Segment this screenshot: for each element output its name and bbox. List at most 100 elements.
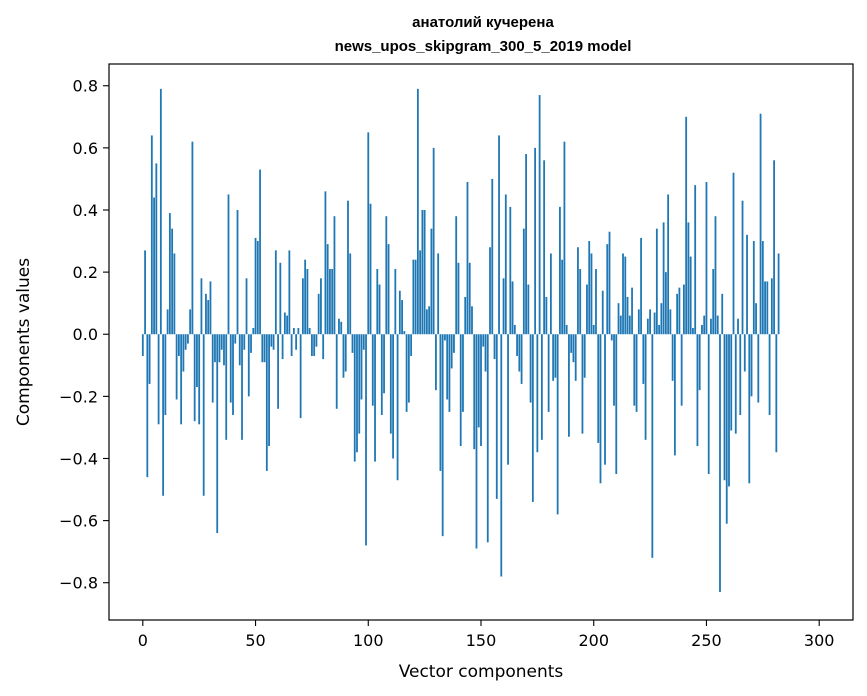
bar <box>401 300 403 335</box>
bar <box>581 334 584 434</box>
bar <box>360 334 363 400</box>
bar <box>200 278 203 335</box>
bar <box>556 334 559 515</box>
bar <box>561 259 564 335</box>
bar <box>286 315 289 335</box>
bar <box>678 287 681 335</box>
bar <box>536 334 539 453</box>
bar <box>480 334 482 447</box>
bar <box>545 296 548 335</box>
bar <box>484 334 487 372</box>
bar <box>504 194 507 335</box>
chart-subtitle: news_upos_skipgram_300_5_2019 model <box>335 38 632 55</box>
bar <box>238 334 241 366</box>
bar <box>734 334 737 434</box>
bar <box>322 334 325 360</box>
bar <box>155 163 158 335</box>
x-tick-label: 200 <box>578 631 609 650</box>
bar <box>746 234 748 335</box>
bar <box>159 88 162 335</box>
bar <box>389 334 392 434</box>
bar <box>313 334 316 356</box>
bar <box>540 334 543 440</box>
bar <box>385 216 388 335</box>
bar <box>342 334 345 378</box>
bar <box>164 334 167 415</box>
bar <box>356 334 358 453</box>
bar <box>489 247 491 335</box>
bar <box>466 182 469 335</box>
bar <box>696 334 699 447</box>
bar <box>297 328 300 335</box>
bar <box>757 334 760 403</box>
bar <box>216 334 219 534</box>
bar <box>597 334 600 443</box>
bar <box>207 300 210 335</box>
bar <box>511 281 514 335</box>
y-tick-label: 0.8 <box>73 77 98 96</box>
bar <box>473 334 476 450</box>
bar <box>455 216 458 335</box>
bar <box>232 334 234 415</box>
bar <box>380 334 383 415</box>
bar <box>261 334 264 363</box>
bar <box>308 328 311 335</box>
bar <box>543 160 546 335</box>
x-axis-ticks: 0 50 100 150 200 250 300 <box>138 620 835 650</box>
bar <box>739 334 742 415</box>
bar <box>252 328 255 335</box>
bar <box>716 315 719 335</box>
bar <box>184 334 187 350</box>
bar <box>320 278 322 335</box>
bar <box>279 262 282 335</box>
bar <box>728 334 730 487</box>
bar <box>459 334 462 447</box>
bar <box>646 318 649 335</box>
bar <box>353 334 356 462</box>
bar <box>175 334 178 400</box>
x-tick-label: 50 <box>245 631 265 650</box>
bar <box>579 269 582 335</box>
bar <box>247 334 250 397</box>
bar <box>162 334 165 496</box>
bar <box>324 191 327 335</box>
bar <box>507 334 509 465</box>
bar <box>383 334 385 394</box>
bar <box>220 334 223 350</box>
bar <box>227 194 230 335</box>
bar <box>707 334 710 475</box>
bar <box>590 253 593 335</box>
bar <box>414 259 417 335</box>
bar <box>493 334 496 360</box>
bar <box>482 334 485 347</box>
bar <box>529 334 532 403</box>
bar <box>450 334 453 369</box>
bar <box>486 334 489 543</box>
bar <box>392 334 394 459</box>
bar <box>527 284 530 335</box>
bar <box>421 209 424 335</box>
bar <box>698 334 701 391</box>
bar <box>331 269 334 335</box>
bar <box>209 281 212 335</box>
bar <box>387 244 390 335</box>
bar <box>423 209 426 335</box>
x-tick-label: 100 <box>353 631 384 650</box>
bar <box>604 334 606 465</box>
bar <box>516 334 518 356</box>
bar <box>574 334 577 381</box>
bar <box>723 334 726 481</box>
bar <box>764 281 766 335</box>
bar <box>775 334 778 453</box>
y-tick-label: 0.4 <box>73 201 98 220</box>
bar <box>509 206 512 335</box>
bar <box>263 334 266 363</box>
bar <box>369 203 372 335</box>
bar <box>432 147 435 335</box>
bar <box>752 241 755 335</box>
x-tick-label: 300 <box>804 631 835 650</box>
bar <box>518 334 521 372</box>
bar <box>468 262 471 335</box>
